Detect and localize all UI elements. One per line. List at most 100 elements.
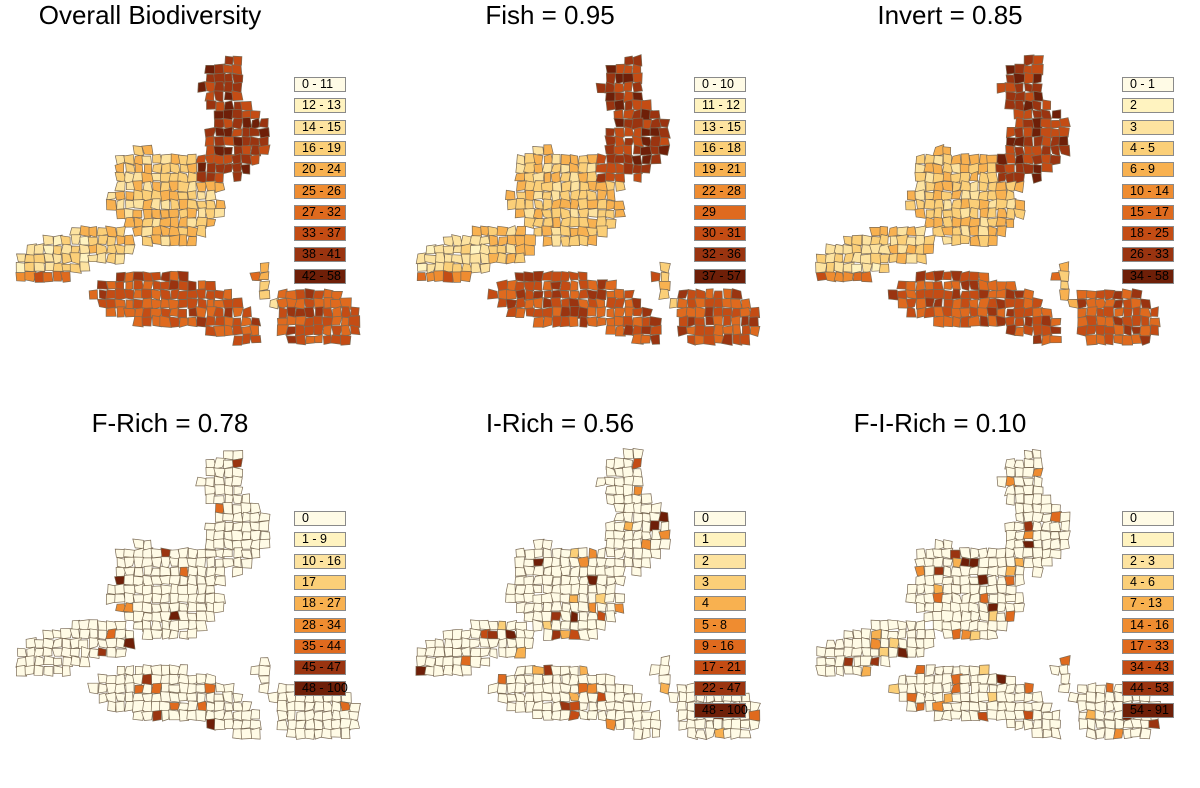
sub-catchment bbox=[60, 235, 71, 246]
sub-catchment bbox=[651, 727, 660, 738]
sub-catchment bbox=[658, 144, 671, 156]
panel-invert: Invert = 0.85 0 - 1 2 3 4 - 5 6 - 9 10 - 14 15… bbox=[800, 0, 1200, 394]
sub-catchment bbox=[150, 575, 163, 585]
sub-catchment bbox=[924, 574, 935, 587]
sub-catchment bbox=[240, 502, 253, 515]
sub-catchment bbox=[541, 710, 554, 721]
sub-catchment bbox=[542, 235, 553, 247]
sub-catchment bbox=[451, 234, 463, 247]
sub-catchment bbox=[132, 621, 144, 630]
sub-catchment bbox=[1023, 54, 1035, 67]
legend-label: 32 - 36 bbox=[702, 247, 741, 262]
sub-catchment bbox=[258, 657, 271, 667]
sub-catchment bbox=[258, 675, 270, 684]
sub-catchment bbox=[33, 243, 45, 255]
sub-catchment bbox=[1032, 467, 1044, 477]
legend-swatch bbox=[694, 660, 746, 676]
sub-catchment bbox=[1032, 55, 1044, 66]
sub-catchment bbox=[1005, 556, 1016, 569]
sub-catchment bbox=[460, 253, 471, 265]
sub-catchment bbox=[740, 719, 751, 729]
sub-catchment bbox=[425, 244, 437, 255]
sub-catchment bbox=[478, 637, 490, 648]
sub-catchment bbox=[632, 558, 643, 569]
sub-catchment bbox=[579, 665, 589, 676]
sub-catchment bbox=[232, 55, 243, 66]
sub-catchment bbox=[740, 315, 749, 327]
sub-catchment bbox=[605, 485, 617, 495]
sub-catchment bbox=[532, 316, 544, 328]
sub-catchment bbox=[924, 682, 934, 695]
sub-catchment bbox=[260, 530, 271, 542]
sub-catchment bbox=[843, 235, 853, 247]
sub-catchment bbox=[1022, 467, 1035, 478]
sub-catchment bbox=[623, 162, 634, 175]
sub-catchment bbox=[250, 502, 262, 515]
sub-catchment bbox=[1004, 593, 1017, 603]
legend-label: 3 bbox=[702, 574, 709, 589]
legend-label: 5 - 8 bbox=[702, 617, 728, 632]
sub-catchment bbox=[233, 485, 244, 495]
sub-catchment bbox=[941, 226, 954, 236]
sub-catchment bbox=[1078, 718, 1089, 730]
sub-catchment bbox=[550, 601, 563, 612]
sub-catchment bbox=[276, 710, 289, 722]
sub-catchment bbox=[1042, 99, 1052, 111]
sub-catchment bbox=[249, 271, 262, 282]
sub-catchment bbox=[79, 261, 91, 272]
sub-catchment bbox=[633, 172, 642, 183]
sub-catchment bbox=[978, 610, 989, 622]
sub-catchment bbox=[249, 110, 261, 120]
sub-catchment bbox=[505, 243, 517, 255]
sub-catchment bbox=[968, 280, 980, 291]
sub-catchment bbox=[996, 476, 1008, 488]
sub-catchment bbox=[79, 628, 91, 639]
sub-catchment bbox=[278, 306, 288, 319]
sub-catchment bbox=[869, 656, 880, 667]
sub-catchment bbox=[595, 153, 607, 164]
sub-catchment bbox=[222, 288, 233, 301]
sub-catchment bbox=[141, 683, 153, 695]
sub-catchment bbox=[87, 619, 98, 631]
sub-catchment bbox=[905, 253, 918, 264]
sub-catchment bbox=[313, 324, 324, 336]
sub-catchment bbox=[1022, 710, 1035, 720]
sub-catchment bbox=[1085, 691, 1097, 703]
sub-catchment bbox=[915, 647, 925, 658]
sub-catchment bbox=[579, 702, 588, 711]
sub-catchment bbox=[678, 315, 688, 328]
sub-catchment bbox=[204, 135, 215, 148]
sub-catchment bbox=[51, 637, 63, 649]
sub-catchment bbox=[523, 575, 534, 586]
sub-catchment bbox=[33, 655, 45, 667]
sub-catchment bbox=[515, 198, 526, 210]
sub-catchment bbox=[970, 547, 981, 560]
sub-catchment bbox=[294, 700, 306, 712]
sub-catchment bbox=[905, 244, 917, 255]
sub-catchment bbox=[206, 162, 216, 173]
sub-catchment bbox=[532, 584, 543, 594]
sub-catchment bbox=[633, 502, 643, 514]
sub-catchment bbox=[1005, 466, 1016, 477]
sub-catchment bbox=[1024, 315, 1034, 328]
sub-catchment bbox=[1004, 683, 1016, 695]
sub-catchment bbox=[606, 189, 616, 202]
legend-label: 42 - 58 bbox=[302, 268, 341, 283]
sub-catchment bbox=[152, 163, 163, 174]
sub-catchment bbox=[1059, 538, 1070, 551]
sub-catchment bbox=[1005, 565, 1017, 576]
sub-catchment bbox=[1076, 289, 1088, 300]
legend-swatch bbox=[294, 247, 346, 263]
sub-catchment bbox=[1049, 335, 1062, 344]
sub-catchment bbox=[480, 225, 491, 237]
sub-catchment bbox=[150, 629, 163, 639]
sub-catchment bbox=[613, 521, 626, 533]
sub-catchment bbox=[888, 637, 900, 649]
sub-catchment bbox=[968, 709, 981, 722]
sub-catchment bbox=[596, 306, 606, 319]
sub-catchment bbox=[1004, 710, 1017, 721]
sub-catchment bbox=[995, 298, 1007, 310]
sub-catchment bbox=[350, 324, 361, 336]
sub-catchment bbox=[124, 271, 135, 283]
sub-catchment bbox=[1130, 718, 1143, 729]
